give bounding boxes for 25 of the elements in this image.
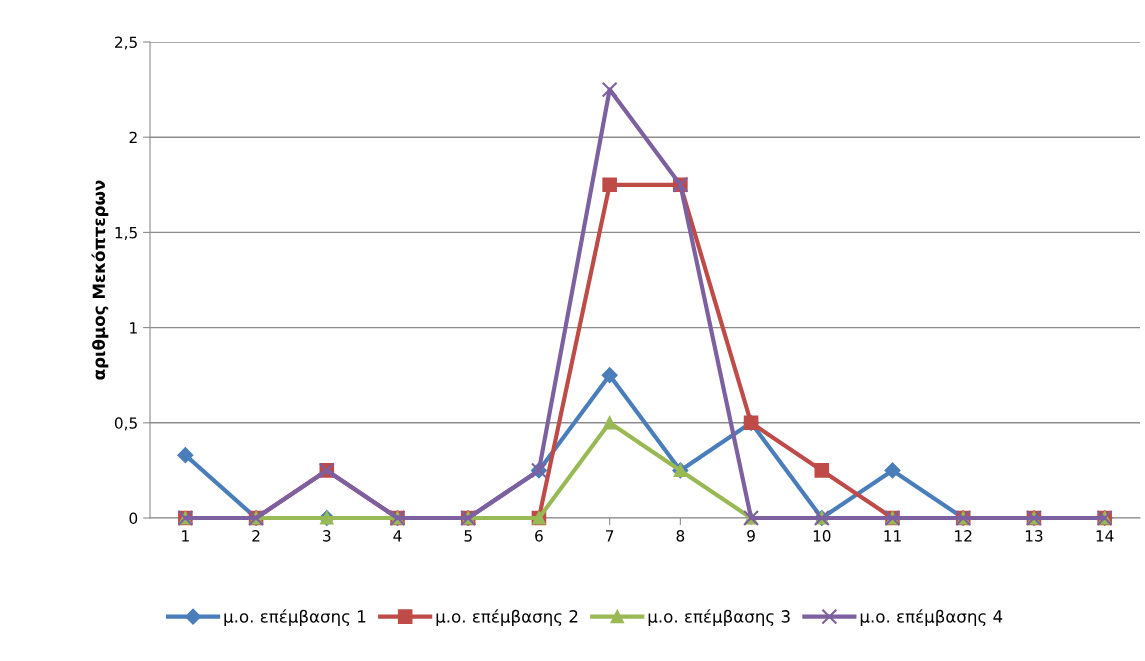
legend-label: μ.ο. επέμβασης 1 <box>224 609 366 626</box>
x-tick-label: 3 <box>323 530 331 542</box>
x-tick-label: 5 <box>464 530 472 542</box>
y-tick-label: 1,5 <box>115 227 137 240</box>
legend-label: μ.ο. επέμβασης 3 <box>648 609 790 626</box>
legend-label: μ.ο. επέμβασης 4 <box>860 609 1003 626</box>
y-tick-label: 1 <box>130 322 137 334</box>
y-tick-label: 0 <box>129 512 138 525</box>
x-tick-label: 4 <box>393 530 402 542</box>
y-tick-label: 0,5 <box>114 417 137 431</box>
y-tick-label: 2,5 <box>115 36 137 50</box>
x-tick-label: 6 <box>535 530 543 542</box>
x-tick-label: 13 <box>1025 530 1043 542</box>
x-tick-label: 7 <box>606 530 614 542</box>
x-tick-label: 1 <box>182 530 189 542</box>
x-tick-label: 9 <box>747 530 755 542</box>
x-tick-label: 14 <box>1096 530 1114 542</box>
x-tick-label: 11 <box>884 530 901 542</box>
x-tick-label: 8 <box>676 530 685 542</box>
x-tick-label: 12 <box>955 530 972 542</box>
x-tick-label: 10 <box>813 530 831 542</box>
y-tick-label: 2 <box>129 131 137 143</box>
legend-label: μ.ο. επέμβασης 2 <box>436 609 578 626</box>
y-axis-title: αριθμος Μεκόπτερων <box>91 180 109 380</box>
x-tick-label: 2 <box>252 530 260 542</box>
